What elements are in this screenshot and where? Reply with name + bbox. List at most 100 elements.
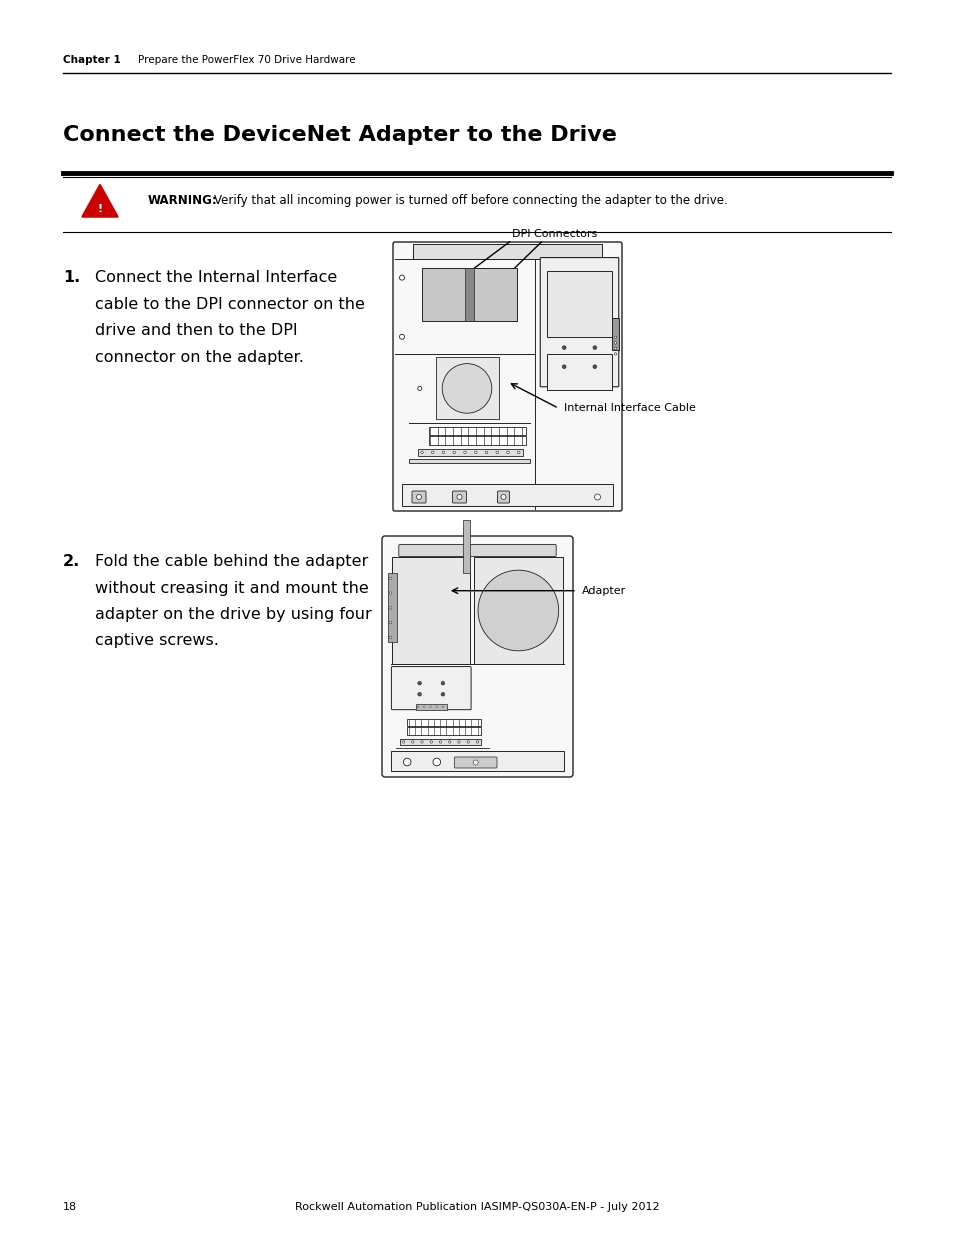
Circle shape: [429, 706, 431, 708]
Circle shape: [431, 451, 434, 453]
Bar: [417, 448, 522, 456]
Text: DPI Connectors: DPI Connectors: [512, 228, 597, 240]
Circle shape: [433, 758, 440, 766]
Text: connector on the adapter.: connector on the adapter.: [95, 350, 304, 364]
Text: WARNING:: WARNING:: [148, 194, 217, 207]
Bar: [428, 427, 525, 436]
Bar: [416, 704, 446, 710]
Circle shape: [614, 342, 616, 345]
Circle shape: [399, 275, 404, 280]
Text: 1.: 1.: [63, 270, 80, 285]
Bar: [390, 751, 564, 771]
Text: adapter on the drive by using four: adapter on the drive by using four: [95, 606, 372, 622]
Bar: [547, 354, 611, 390]
Circle shape: [517, 451, 519, 453]
Text: Adapter: Adapter: [581, 585, 625, 595]
Circle shape: [463, 451, 466, 453]
Circle shape: [477, 571, 558, 651]
Circle shape: [399, 335, 404, 340]
Bar: [407, 727, 480, 735]
Circle shape: [430, 741, 432, 743]
Circle shape: [506, 451, 509, 453]
Text: Chapter 1: Chapter 1: [63, 56, 121, 65]
Circle shape: [457, 741, 459, 743]
Bar: [435, 357, 498, 420]
Bar: [421, 268, 516, 321]
Text: drive and then to the DPI: drive and then to the DPI: [95, 324, 297, 338]
Circle shape: [562, 364, 565, 368]
Circle shape: [438, 741, 441, 743]
Bar: [474, 557, 562, 663]
Circle shape: [389, 577, 391, 579]
Circle shape: [453, 451, 456, 453]
Bar: [464, 268, 474, 321]
Text: 18: 18: [63, 1202, 77, 1212]
Text: cable to the DPI connector on the: cable to the DPI connector on the: [95, 296, 364, 311]
Circle shape: [389, 621, 391, 624]
FancyBboxPatch shape: [497, 492, 509, 503]
Text: captive screws.: captive screws.: [95, 634, 218, 648]
Circle shape: [389, 606, 391, 609]
Text: Connect the DeviceNet Adapter to the Drive: Connect the DeviceNet Adapter to the Dri…: [63, 125, 617, 144]
Circle shape: [442, 387, 446, 390]
Text: 2.: 2.: [63, 555, 80, 569]
Circle shape: [417, 387, 421, 390]
Circle shape: [420, 451, 423, 453]
Circle shape: [440, 682, 444, 685]
Bar: [399, 739, 480, 745]
Circle shape: [476, 741, 478, 743]
Circle shape: [562, 346, 565, 350]
Circle shape: [416, 494, 421, 499]
FancyBboxPatch shape: [452, 492, 466, 503]
Circle shape: [440, 693, 444, 697]
Circle shape: [448, 741, 451, 743]
Text: Internal Interface Cable: Internal Interface Cable: [563, 404, 695, 414]
Bar: [408, 459, 530, 463]
FancyBboxPatch shape: [412, 492, 426, 503]
Circle shape: [402, 741, 404, 743]
Bar: [413, 245, 601, 258]
Circle shape: [403, 758, 411, 766]
Text: Verify that all incoming power is turned off before connecting the adapter to th: Verify that all incoming power is turned…: [213, 194, 727, 207]
Text: Rockwell Automation Publication IASIMP-QS030A-EN-P - July 2012: Rockwell Automation Publication IASIMP-Q…: [294, 1202, 659, 1212]
Circle shape: [442, 363, 492, 414]
Circle shape: [417, 693, 421, 697]
Bar: [547, 272, 611, 337]
Circle shape: [467, 741, 469, 743]
Bar: [401, 484, 613, 506]
Bar: [392, 557, 470, 663]
Circle shape: [500, 494, 505, 499]
Bar: [407, 719, 480, 726]
Circle shape: [417, 682, 421, 685]
Circle shape: [389, 592, 391, 594]
FancyBboxPatch shape: [391, 667, 471, 710]
FancyBboxPatch shape: [381, 536, 573, 777]
Circle shape: [441, 706, 443, 708]
Circle shape: [474, 451, 476, 453]
FancyBboxPatch shape: [539, 258, 618, 387]
Circle shape: [389, 636, 391, 638]
Circle shape: [456, 494, 461, 499]
Circle shape: [614, 347, 616, 350]
Circle shape: [420, 741, 423, 743]
Circle shape: [473, 760, 477, 764]
Text: !: !: [97, 204, 103, 214]
Bar: [612, 319, 618, 351]
Text: without creasing it and mount the: without creasing it and mount the: [95, 580, 369, 595]
Bar: [388, 573, 396, 642]
Bar: [421, 268, 516, 321]
Circle shape: [593, 346, 596, 350]
Circle shape: [496, 451, 498, 453]
FancyBboxPatch shape: [398, 545, 556, 557]
Text: Prepare the PowerFlex 70 Drive Hardware: Prepare the PowerFlex 70 Drive Hardware: [125, 56, 355, 65]
Circle shape: [614, 353, 616, 356]
FancyBboxPatch shape: [393, 242, 621, 511]
Circle shape: [593, 364, 596, 368]
Circle shape: [416, 706, 418, 708]
Circle shape: [614, 336, 616, 338]
Circle shape: [594, 494, 599, 500]
Text: Connect the Internal Interface: Connect the Internal Interface: [95, 270, 337, 285]
Polygon shape: [82, 184, 118, 217]
Bar: [462, 520, 470, 573]
Circle shape: [485, 451, 487, 453]
